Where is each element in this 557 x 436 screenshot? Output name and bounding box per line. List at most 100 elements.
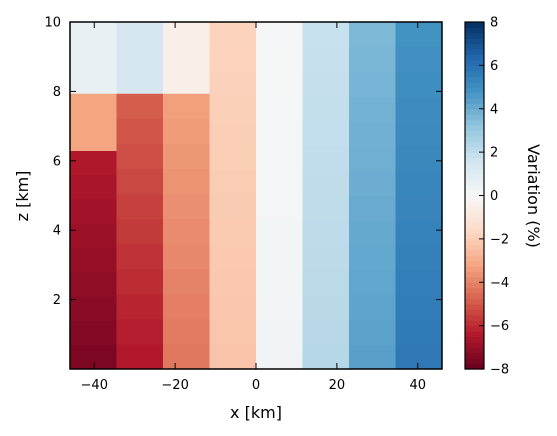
colorbar-segment: [465, 130, 484, 137]
heatmap-cell-col0-band0-seg3: [70, 271, 118, 297]
heatmap-cell-col2-band0-seg9: [163, 118, 211, 144]
heatmap-cell-col1-band0-seg3: [116, 268, 164, 295]
colorbar-segment: [465, 265, 484, 273]
x-axis-label: x [km]: [230, 403, 282, 422]
colorbar-segment: [465, 206, 484, 213]
heatmap-cell-col6-band0-seg4: [349, 245, 397, 271]
colorbar-tick-label: 2: [490, 146, 498, 161]
heatmap-cell-col3-band0-seg4: [209, 245, 257, 271]
heatmap-cell-col0-band0-seg0: [70, 344, 118, 369]
heatmap-cell-col2-band0-seg4: [163, 243, 211, 270]
heatmap-cell-col7-band0-seg4: [395, 245, 442, 271]
y-tick-label: 6: [53, 154, 61, 169]
heatmap-cell-col2-band0-seg5: [163, 218, 211, 245]
colorbar-segment: [465, 211, 484, 218]
colorbar-segment: [465, 244, 484, 251]
heatmap-cell-col7-band0-seg13: [395, 22, 442, 48]
heatmap-cell-col2-band0-seg10: [163, 93, 211, 119]
colorbar-tick-label: −2: [490, 232, 509, 247]
x-tick-label: 40: [409, 378, 426, 393]
heatmap-cell-col0-band0-seg6: [70, 198, 118, 224]
heatmap-cell-col1-band0-seg9: [116, 118, 164, 144]
colorbar-segment: [465, 282, 484, 289]
x-axis-ticks: −40 −20 0 20 40: [81, 22, 426, 393]
heatmap-cell-col2-band1: [163, 22, 211, 94]
colorbar-segment: [465, 249, 484, 256]
colorbar-segment: [465, 87, 484, 94]
heatmap-cell-col1-band0-seg4: [116, 243, 164, 270]
colorbar-segment: [465, 287, 484, 294]
heatmap-cell-col4-band0-seg10: [256, 96, 304, 122]
colorbar-segment: [465, 320, 484, 327]
heatmap-cell-col4-band0-seg2: [256, 294, 304, 321]
heatmap-cell-col4-band0-seg1: [256, 319, 304, 345]
colorbar-segment: [465, 222, 484, 229]
x-tick-label: −40: [81, 378, 108, 393]
y-tick-label: 4: [53, 224, 61, 239]
heatmap-cell-col6-band0-seg5: [349, 220, 397, 246]
colorbar-segment: [465, 260, 484, 267]
colorbar-segment: [465, 49, 484, 56]
colorbar-segment: [465, 341, 484, 348]
heatmap-cell-col1-band0-seg7: [116, 168, 164, 195]
colorbar-segment: [465, 70, 484, 77]
colorbar-segment: [465, 179, 484, 186]
x-tick-label: −20: [161, 378, 188, 393]
heatmap-cell-col3-band0-seg13: [209, 22, 257, 48]
heatmap-cell-col0-band0-seg5: [70, 223, 118, 249]
heatmap-cell-col7-band0-seg7: [395, 170, 442, 197]
colorbar-segment: [465, 336, 484, 343]
colorbar-segment: [465, 190, 484, 197]
heatmap-cell-col2-band0-seg1: [163, 318, 211, 345]
heatmap-cell-col5-band0-seg3: [302, 269, 350, 296]
colorbar-segment: [465, 81, 484, 88]
heatmap-cell-col6-band0-seg7: [349, 170, 397, 197]
heatmap-cell-col1-band0-seg8: [116, 143, 164, 169]
y-axis-label: z [km]: [13, 171, 32, 222]
heatmap-cell-col5-band0-seg1: [302, 319, 350, 345]
colorbar-segment: [465, 97, 484, 104]
heatmap-cell-col4-band0-seg9: [256, 121, 304, 147]
colorbar-segment: [465, 146, 484, 153]
heatmap-cell-col0-band2: [70, 22, 118, 94]
heatmap-cell-col7-band0-seg8: [395, 145, 442, 172]
colorbar-segment: [465, 76, 484, 83]
heatmap-cell-col3-band0-seg7: [209, 170, 257, 197]
colorbar-segment: [465, 184, 484, 191]
heatmap-cell-col6-band0-seg8: [349, 145, 397, 172]
colorbar-segment: [465, 314, 484, 321]
colorbar-segment: [465, 119, 484, 126]
colorbar-segment: [465, 195, 484, 202]
heatmap-cell-col6-band0-seg1: [349, 319, 397, 345]
heatmap-cell-col4-band0-seg0: [256, 344, 304, 369]
y-axis-ticks: 2 4 6 8 10: [44, 16, 442, 308]
colorbar-segment: [465, 162, 484, 169]
heatmap-cell-col6-band0-seg9: [349, 121, 397, 147]
heatmap-cell-col7-band0-seg0: [395, 344, 442, 369]
heatmap-cell-col4-band0-seg3: [256, 269, 304, 296]
heatmap-cell-col5-band0-seg0: [302, 344, 350, 369]
colorbar-tick-label: −6: [490, 319, 509, 334]
heatmap-cell-col5-band0-seg9: [302, 121, 350, 147]
heatmap-cell-col5-band0-seg6: [302, 195, 350, 221]
colorbar-segment: [465, 303, 484, 310]
colorbar-segment: [465, 22, 484, 29]
colorbar-segment: [465, 65, 484, 72]
heatmap-cell-col6-band0-seg6: [349, 195, 397, 221]
heatmap-cell-col7-band0-seg3: [395, 269, 442, 296]
heatmap-cell-col1-band0-seg10: [116, 93, 164, 119]
colorbar-tick-label: 4: [490, 102, 498, 117]
heatmap-cell-col3-band0-seg3: [209, 269, 257, 296]
colorbar-segment: [465, 347, 484, 354]
colorbar-label: Variation (%): [524, 144, 543, 248]
colorbar-segment: [465, 238, 484, 245]
colorbar-segment: [465, 271, 484, 278]
heatmap-cell-col4-band0-seg7: [256, 170, 304, 197]
colorbar-segment: [465, 173, 484, 180]
colorbar-segment: [465, 200, 484, 207]
colorbar-segment: [465, 298, 484, 305]
colorbar-segment: [465, 32, 484, 39]
heatmap-cell-col0-band0-seg4: [70, 247, 118, 273]
heatmap-cell-col2-band0-seg3: [163, 268, 211, 295]
